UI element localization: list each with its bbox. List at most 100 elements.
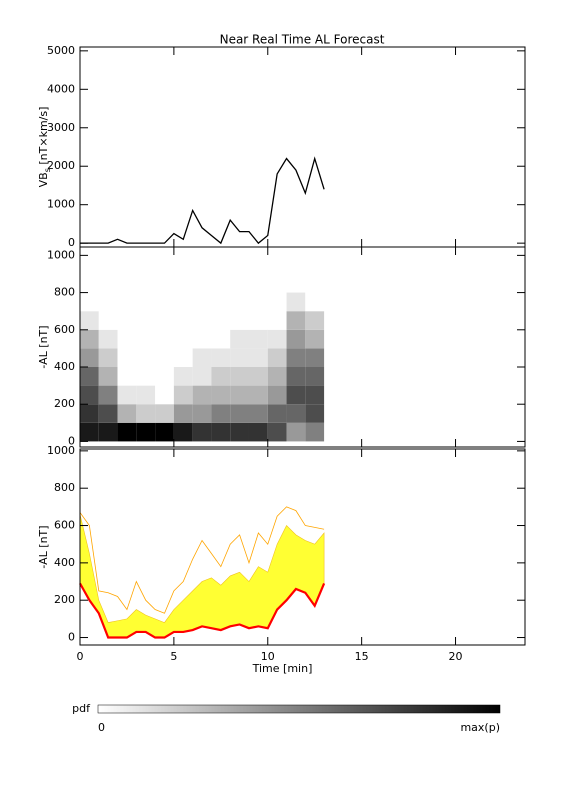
heatmap-cell (80, 422, 99, 442)
data-line (80, 156, 325, 245)
heatmap-cell (192, 292, 212, 312)
y-axis-label: -AL [nT] (37, 325, 50, 368)
max-line (79, 506, 325, 614)
heatmap-cell (98, 422, 118, 442)
heatmap-cell (136, 422, 156, 442)
heatmap-cell (136, 385, 156, 405)
heatmap-cell (305, 311, 325, 330)
heatmap-cell (211, 348, 231, 367)
heatmap-cell (267, 348, 287, 367)
heatmap-cell (286, 385, 306, 405)
y-tick-label: 400 (54, 556, 75, 569)
heatmap-cell (211, 311, 231, 330)
heatmap-cell (248, 404, 268, 423)
heatmap-cell (267, 404, 287, 423)
heatmap-cell (117, 348, 137, 367)
heatmap-cell (173, 348, 193, 367)
heatmap-cell (155, 329, 174, 349)
heatmap-cell (173, 292, 193, 312)
heatmap-cell (286, 348, 306, 367)
heatmap-cell (117, 422, 137, 442)
heatmap-cell (230, 367, 249, 386)
heatmap-cell (173, 404, 193, 423)
x-tick-label: 10 (261, 650, 275, 663)
heatmap-cell (192, 422, 212, 442)
heatmap-cell (305, 348, 325, 367)
heatmap-cell (230, 329, 249, 349)
heatmap-cell (98, 404, 118, 423)
y-tick-label: 200 (54, 593, 75, 606)
y-tick-label: 200 (54, 397, 75, 410)
y-tick-label: 800 (54, 286, 75, 299)
x-axis-label: Time [min] (252, 662, 313, 675)
heatmap-cell (155, 367, 174, 386)
y-axis-label: VBs [nT×km/s] (37, 107, 52, 188)
heatmap-cell (80, 367, 99, 386)
heatmap-cell (267, 292, 287, 312)
y-axis-label-part: VB (37, 172, 50, 187)
heatmap-cell (192, 385, 212, 405)
heatmap-cell (117, 329, 137, 349)
heatmap-cell (305, 422, 325, 442)
y-tick-label: 800 (54, 481, 75, 494)
heatmap-cell (192, 348, 212, 367)
colorbar-tick-label: max(p) (460, 721, 500, 734)
panel-frame (79, 246, 526, 448)
heatmap-cell (136, 292, 156, 312)
y-tick-label: 400 (54, 360, 75, 373)
heatmap-cell (230, 404, 249, 423)
heatmap-cell (248, 311, 268, 330)
y-tick-label: 0 (68, 434, 75, 447)
colorbar-label: pdf (72, 702, 91, 715)
heatmap-cell (155, 311, 174, 330)
heatmap-cell (136, 329, 156, 349)
heatmap-cell (192, 367, 212, 386)
heatmap-cell (136, 404, 156, 423)
heatmap-cell (286, 422, 306, 442)
y-axis-label: -AL [nT] (37, 525, 50, 568)
heatmap-cell (155, 385, 174, 405)
heatmap-cell (267, 311, 287, 330)
heatmap-cell (136, 367, 156, 386)
heatmap-cell (98, 385, 118, 405)
heatmap-cell (117, 385, 137, 405)
heatmap-cell (267, 385, 287, 405)
heatmap-cell (173, 422, 193, 442)
heatmap-cell (136, 348, 156, 367)
heatmap-cell (98, 311, 118, 330)
heatmap-cell (248, 385, 268, 405)
heatmap-cell (155, 404, 174, 423)
heatmap-cell (230, 422, 249, 442)
heatmap-cell (286, 404, 306, 423)
heatmap-cell (286, 292, 306, 312)
heatmap-cell (248, 367, 268, 386)
heatmap-cell (98, 367, 118, 386)
heatmap-cell (286, 367, 306, 386)
heatmap-cell (173, 385, 193, 405)
heatmap-cell (80, 292, 99, 312)
y-axis-label-sub: s (43, 168, 52, 172)
heatmap-cell (248, 422, 268, 442)
heatmap-cell (80, 348, 99, 367)
heatmap-cell (305, 292, 325, 312)
heatmap-cell (230, 292, 249, 312)
heatmap-cell (155, 292, 174, 312)
y-tick-label: 5000 (47, 44, 75, 57)
heatmap-cell (80, 311, 99, 330)
y-tick-label: 0 (68, 236, 75, 249)
heatmap-cell (267, 329, 287, 349)
heatmap-cell (211, 292, 231, 312)
heatmap-cell (80, 329, 99, 349)
heatmap-cell (173, 367, 193, 386)
heatmap-cell (305, 367, 325, 386)
y-tick-label: 2000 (47, 159, 75, 172)
panel-frame (79, 448, 526, 646)
heatmap-cell (173, 311, 193, 330)
heatmap-cell (98, 348, 118, 367)
heatmap-cell (248, 292, 268, 312)
heatmap-cell (267, 367, 287, 386)
heatmap-cell (98, 329, 118, 349)
y-tick-label: 1000 (47, 198, 75, 211)
heatmap-cell (192, 329, 212, 349)
